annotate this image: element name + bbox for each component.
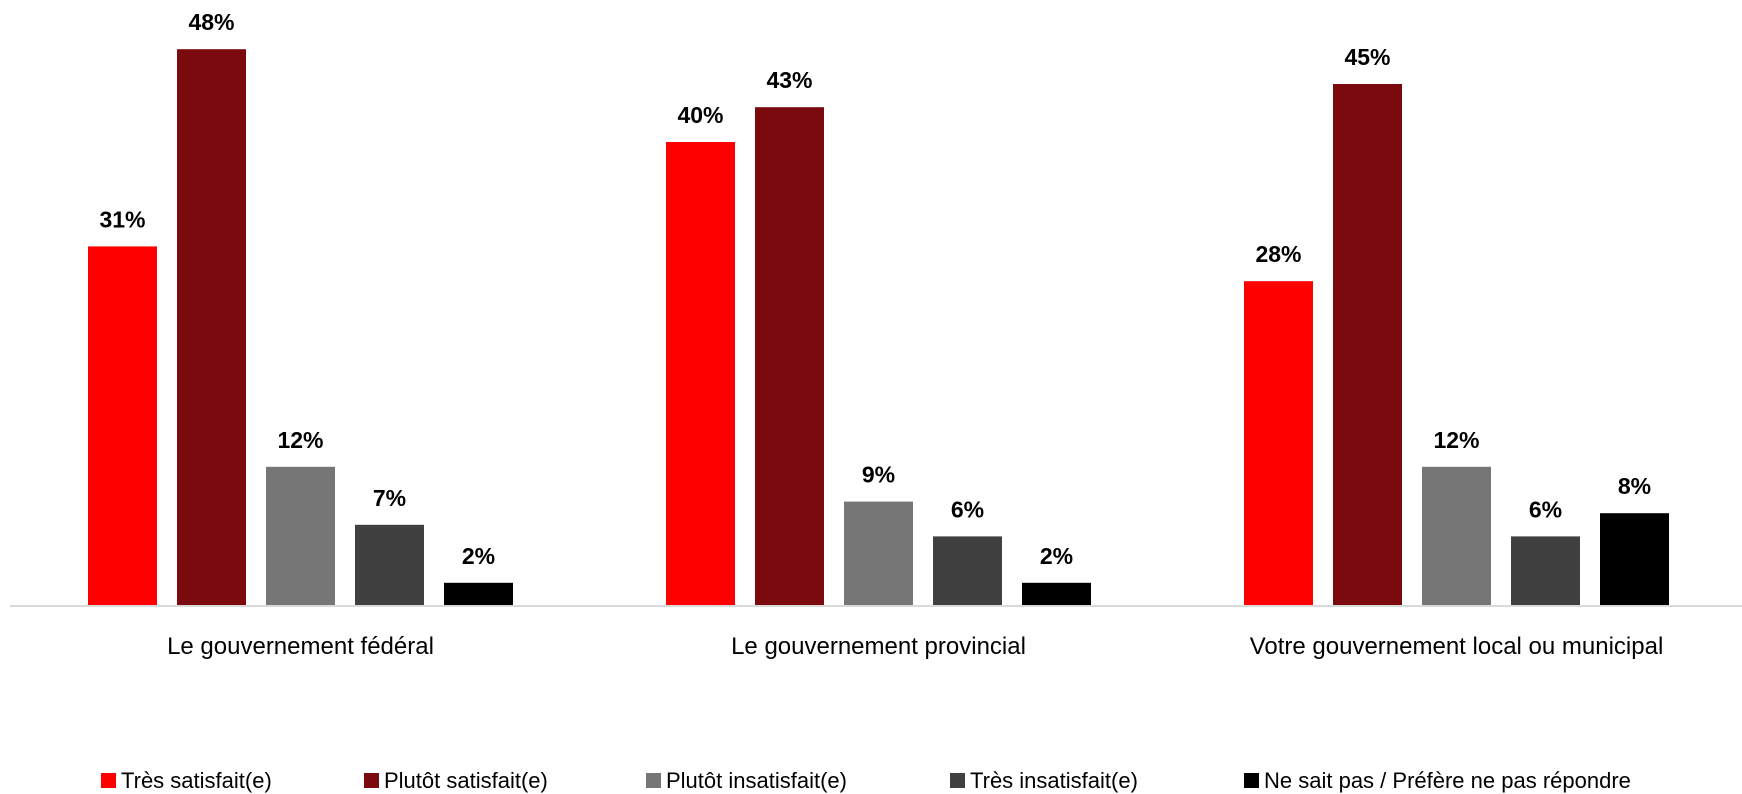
legend-item-3: Plutôt insatisfait(e)	[646, 768, 847, 793]
value-label-1-3: 12%	[277, 427, 323, 453]
value-label-3-3: 12%	[1433, 427, 1479, 453]
legend-swatch-3	[646, 773, 661, 788]
legend-item-4: Très insatisfait(e)	[950, 768, 1138, 793]
category-label-1: Le gouvernement fédéral	[167, 633, 434, 660]
bar-1-3	[266, 466, 335, 606]
bar-2-3	[844, 501, 913, 606]
bar-3-1	[1244, 281, 1313, 606]
value-labels-layer: 31% 48% 12% 7% 2% 40% 43% 9% 6% 2% 28% 45% 12% 6% 8%	[99, 9, 1651, 569]
category-labels-layer: Le gouvernement fédéral Le gouvernement p…	[167, 633, 1663, 660]
legend-swatch-4	[950, 773, 965, 788]
legend-item-5: Ne sait pas / Préfère ne pas répondre	[1244, 768, 1631, 793]
legend-swatch-1	[101, 773, 116, 788]
value-label-1-1: 31%	[99, 206, 145, 232]
value-label-3-2: 45%	[1344, 44, 1390, 70]
category-label-2: Le gouvernement provincial	[731, 633, 1026, 660]
bars-layer	[88, 49, 1669, 606]
bar-2-4	[933, 536, 1002, 606]
category-label-3: Votre gouvernement local ou municipal	[1250, 633, 1664, 660]
legend-label-2: Plutôt satisfait(e)	[384, 768, 548, 793]
value-label-2-5: 2%	[1040, 543, 1073, 569]
legend-swatch-5	[1244, 773, 1259, 788]
bar-2-1	[666, 142, 735, 606]
value-label-1-2: 48%	[188, 9, 234, 35]
legend-label-4: Très insatisfait(e)	[970, 768, 1138, 793]
legend: Très satisfait(e) Plutôt satisfait(e) Plut…	[101, 768, 1631, 793]
legend-label-5: Ne sait pas / Préfère ne pas répondre	[1264, 768, 1631, 793]
bar-3-2	[1333, 84, 1402, 606]
bar-1-5	[444, 582, 513, 606]
value-label-2-3: 9%	[862, 462, 895, 488]
bar-2-5	[1022, 582, 1091, 606]
value-label-3-1: 28%	[1255, 241, 1301, 267]
bar-2-2	[755, 107, 824, 606]
value-label-3-5: 8%	[1618, 473, 1651, 499]
bar-1-4	[355, 524, 424, 606]
legend-swatch-2	[364, 773, 379, 788]
value-label-3-4: 6%	[1529, 496, 1562, 522]
bar-3-3	[1422, 466, 1491, 606]
legend-label-3: Plutôt insatisfait(e)	[666, 768, 847, 793]
value-label-1-5: 2%	[462, 543, 495, 569]
legend-label-1: Très satisfait(e)	[121, 768, 272, 793]
bar-3-5	[1600, 513, 1669, 606]
value-label-2-4: 6%	[951, 496, 984, 522]
bar-3-4	[1511, 536, 1580, 606]
legend-item-2: Plutôt satisfait(e)	[364, 768, 548, 793]
bar-1-2	[177, 49, 246, 606]
value-label-1-4: 7%	[373, 485, 406, 511]
bar-1-1	[88, 246, 157, 606]
legend-item-1: Très satisfait(e)	[101, 768, 272, 793]
value-label-2-1: 40%	[677, 102, 723, 128]
value-label-2-2: 43%	[766, 67, 812, 93]
